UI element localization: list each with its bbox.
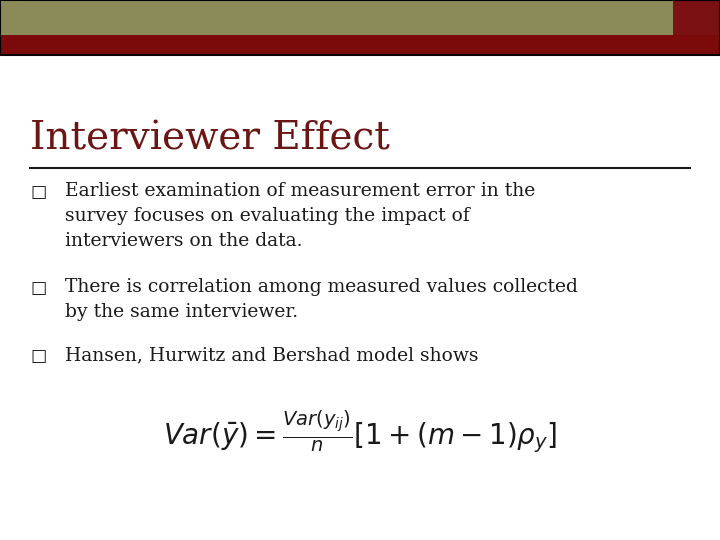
Text: There is correlation among measured values collected
by the same interviewer.: There is correlation among measured valu… (65, 278, 578, 321)
Text: □: □ (30, 280, 46, 297)
Bar (673, 0, 720, 35)
Text: Earliest examination of measurement error in the
survey focuses on evaluating th: Earliest examination of measurement erro… (65, 182, 535, 250)
Text: □: □ (30, 184, 46, 201)
Bar (0, 35, 720, 55)
Bar (0, 0, 720, 55)
Text: $\mathit{Var}(\bar{y}) = \frac{\mathit{Var}(y_{ij})}{n}[1 + (m-1)\rho_y]$: $\mathit{Var}(\bar{y}) = \frac{\mathit{V… (163, 408, 557, 455)
Bar (0, 0, 673, 35)
Text: Hansen, Hurwitz and Bershad model shows: Hansen, Hurwitz and Bershad model shows (65, 346, 479, 364)
Text: □: □ (30, 348, 46, 365)
Text: Interviewer Effect: Interviewer Effect (30, 120, 390, 157)
